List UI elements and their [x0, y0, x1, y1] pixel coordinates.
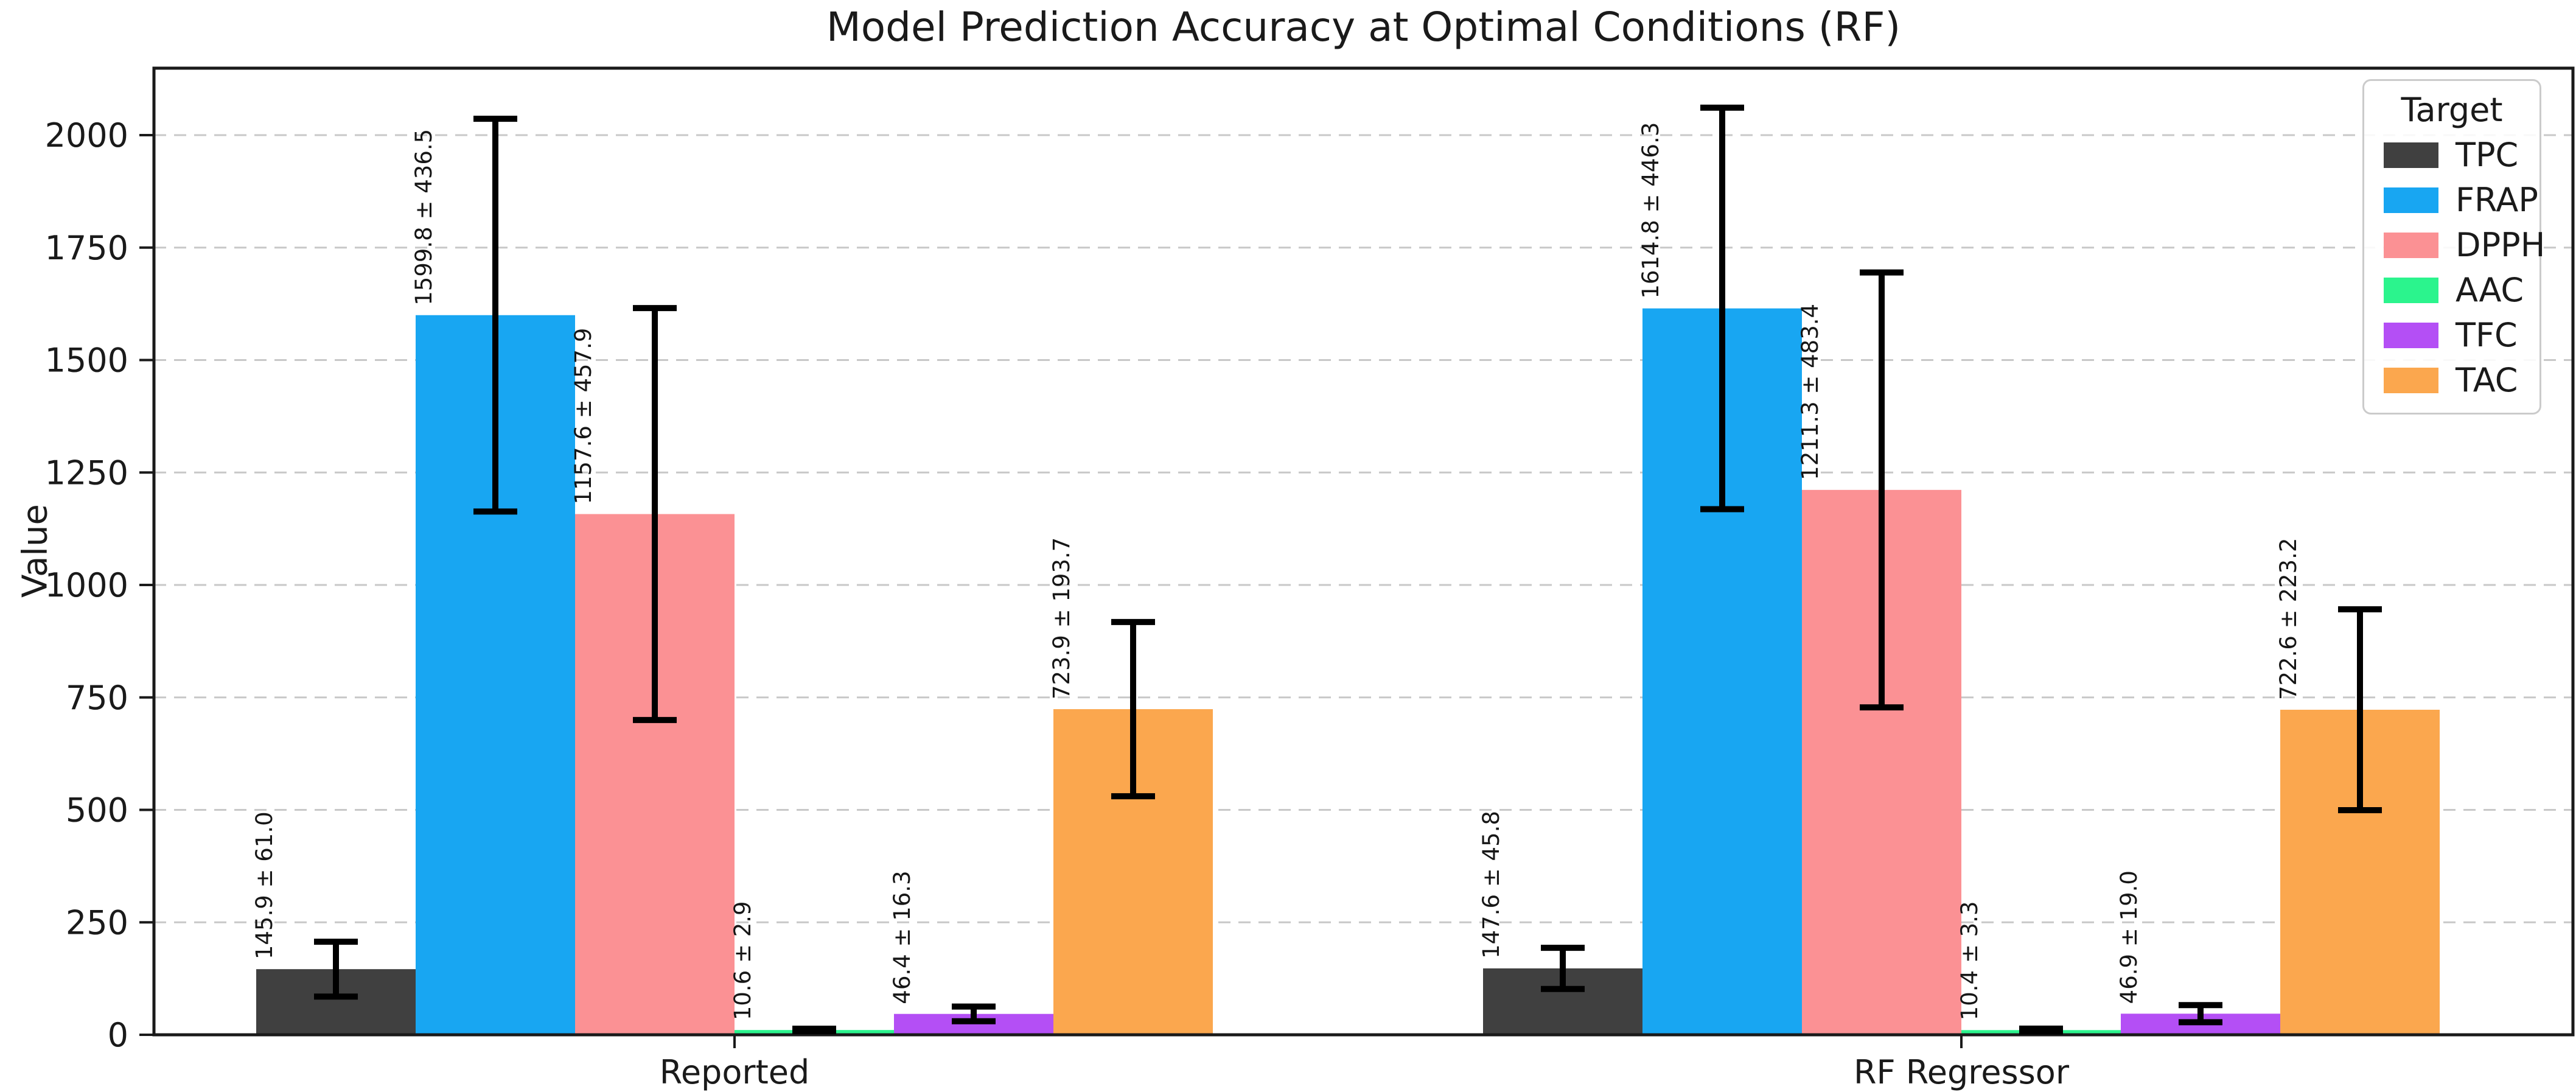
bar-value-label-tac-1: 722.6 ± 223.2 — [2275, 538, 2302, 700]
legend-entry-frap: FRAP — [2364, 178, 2539, 223]
chart-title: Model Prediction Accuracy at Optimal Con… — [826, 4, 1901, 51]
bar-value-label-aac-1: 10.4 ± 3.3 — [1956, 901, 1983, 1021]
bar-value-label-tpc-0: 145.9 ± 61.0 — [251, 811, 277, 959]
bar-value-label-frap-1: 1614.8 ± 446.3 — [1638, 122, 1664, 299]
y-tick-label-250: 250 — [66, 903, 128, 942]
legend-entry-aac: AAC — [2364, 268, 2539, 313]
y-tick-label-1750: 1750 — [45, 229, 128, 267]
legend-swatch-frap — [2384, 187, 2438, 213]
y-tick-label-500: 500 — [66, 791, 128, 830]
bar-value-label-dpph-0: 1157.6 ± 457.9 — [570, 328, 596, 505]
bar-value-label-tfc-1: 46.9 ± 19.0 — [2116, 870, 2142, 1004]
bar-value-label-frap-0: 1599.8 ± 436.5 — [411, 129, 437, 306]
bar-value-label-tac-0: 723.9 ± 193.7 — [1049, 537, 1075, 699]
legend-entry-tac: TAC — [2364, 358, 2539, 403]
legend-label-dpph: DPPH — [2456, 226, 2546, 264]
legend-entry-tfc: TFC — [2364, 313, 2539, 358]
legend-label-tfc: TFC — [2456, 316, 2518, 354]
legend-label-aac: AAC — [2456, 271, 2524, 309]
x-tick-label-0: Reported — [660, 1053, 810, 1091]
legend-entry-dpph: DPPH — [2364, 223, 2545, 268]
legend-label-tac: TAC — [2456, 361, 2518, 399]
legend-entries: TPC FRAP DPPH AAC TFC TAC — [2364, 133, 2545, 403]
legend-label-frap: FRAP — [2456, 181, 2538, 219]
y-axis-label: Value — [15, 504, 55, 598]
legend-swatch-dpph — [2384, 233, 2438, 258]
y-tick-label-2000: 2000 — [45, 116, 128, 155]
y-tick-label-1500: 1500 — [45, 341, 128, 380]
legend-entry-tpc: TPC — [2364, 133, 2539, 178]
y-tick-label-1000: 1000 — [45, 566, 128, 604]
y-tick-label-1250: 1250 — [45, 453, 128, 492]
legend-title: Target — [2401, 91, 2503, 129]
y-tick-label-0: 0 — [108, 1016, 128, 1054]
legend-swatch-tpc — [2384, 142, 2438, 168]
bar-value-label-aac-0: 10.6 ± 2.9 — [730, 901, 756, 1020]
legend-swatch-aac — [2384, 278, 2438, 303]
bar-value-label-dpph-1: 1211.3 ± 483.4 — [1797, 304, 1823, 480]
legend-swatch-tac — [2384, 368, 2438, 393]
y-tick-label-750: 750 — [66, 679, 128, 717]
legend-label-tpc: TPC — [2456, 136, 2519, 174]
plot-border — [152, 66, 2575, 1037]
bar-value-label-tfc-0: 46.4 ± 16.3 — [889, 870, 915, 1004]
legend-box: Target TPC FRAP DPPH AAC TFC TAC — [2362, 79, 2545, 415]
x-tick-label-1: RF Regressor — [1854, 1053, 2070, 1091]
legend-swatch-tfc — [2384, 323, 2438, 348]
bar-value-label-tpc-1: 147.6 ± 45.8 — [1478, 811, 1504, 959]
